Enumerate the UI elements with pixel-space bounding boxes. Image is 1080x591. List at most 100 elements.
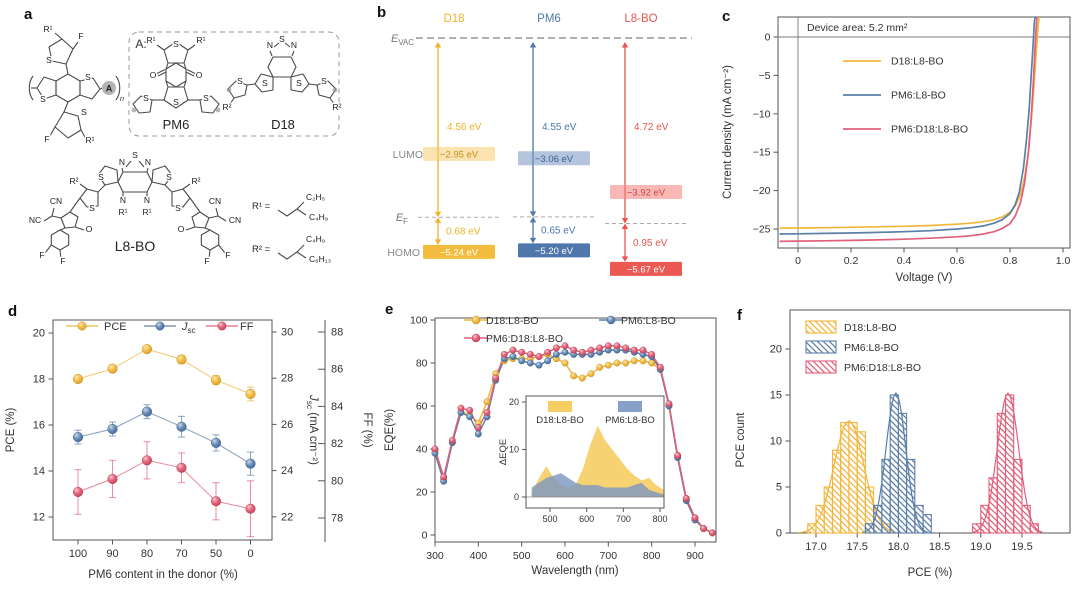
data-point-marker [630,346,638,354]
bond [59,227,66,231]
y-axis-title: Current density (mA cm⁻²) [722,65,734,199]
bond [217,215,227,222]
data-point-marker [578,374,586,382]
bond [277,251,298,260]
atom-label-S: S [173,39,179,49]
y-tick-label: 20 [770,344,782,356]
bond [183,62,187,70]
jsc-tick-label: 26 [281,419,293,431]
pce-tick-label: 14 [33,466,45,478]
y-tick-label: 0 [765,32,771,44]
bond [97,184,106,193]
ring [191,211,210,229]
atom-label-N: N [291,40,297,50]
atom-label-S: S [89,203,95,213]
data-point-marker [622,359,630,367]
data-point-marker [639,357,647,365]
legend-marker [155,321,165,331]
bond [165,62,169,70]
histogram-bar-blue [889,394,899,534]
data-point-marker [509,353,517,361]
data-point-marker [596,344,604,352]
atom-label-S: S [321,76,327,86]
x-tick-label: 100 [69,548,87,560]
bond [80,129,87,140]
ring [60,211,79,229]
data-point-marker [691,514,699,522]
inset-x-tick-label: 800 [652,514,667,524]
x-tick-label: 18.0 [888,541,909,553]
panel-label-e: e [385,301,394,318]
bond [284,42,291,48]
data-point-marker [570,346,578,354]
y-tick-label: −25 [753,224,771,236]
data-point-marker [544,348,552,356]
bond [308,83,318,86]
atom-label-N: N [267,40,273,50]
ring [163,86,189,109]
histogram-bar-red [996,412,1007,534]
atom-label-N: N [144,195,150,205]
data-point-marker [210,375,222,386]
bond [51,215,62,219]
data-point-marker [176,354,187,365]
workfunction-value: 4.72 eV [634,122,669,133]
atom-label-CN: CN [229,215,241,225]
inset-legend-swatch-yellow [548,401,572,412]
ring [151,165,173,186]
lumo-box [423,146,495,161]
histogram-bar-red [988,477,998,534]
x-axis-title: Voltage (V) [896,272,953,284]
y-tick-label: −10 [753,108,771,120]
atom-label-R2: R² [70,176,79,186]
data-point-marker [431,445,439,453]
ring [48,38,74,65]
x-tick-label: 0.2 [844,255,859,267]
legend-swatch-yellow [805,320,837,334]
data-point-marker [526,350,534,358]
data-point-marker [210,437,222,448]
jsc-axis-title: Jsc (mA cm⁻²) [305,394,319,465]
y-tick-label: 0 [422,530,428,542]
data-point-marker [648,350,656,358]
atom-label-S: S [173,97,179,107]
homo-label: HOMO [387,247,420,259]
plot-box [52,319,273,541]
atom-label-S: S [279,34,285,44]
legend-label: PM6:D18:L8-BO [844,362,921,374]
y-tick-label: 100 [410,315,428,327]
inset-x-tick-label: 600 [579,514,594,524]
homo-box [423,244,495,259]
bond [215,207,219,217]
series-line [77,348,251,395]
ring [117,171,153,193]
bond [74,226,85,231]
legend-label: PCE [104,321,127,333]
data-point-marker [561,342,569,350]
legend-label: PM6:D18:L8-BO [486,333,563,345]
bond [185,226,196,231]
data-point-marker [474,430,482,438]
ring [132,95,153,114]
data-point-marker [700,525,708,533]
data-point-marker [245,458,256,469]
data-point-marker [630,357,638,365]
atom-label-R1: R¹ [143,207,152,217]
lumo-box [518,151,590,166]
atom-label-R2: R² [333,102,342,112]
ring [254,73,274,93]
inset-box [525,395,665,509]
legend-swatch-blue [805,340,837,354]
x-tick-label: 900 [686,550,704,562]
atom-label-S: S [143,93,149,103]
panel-d-parameters-chart: 12 14 16 18 20 22 24 26 28 30 78 80 82 84 86 88 100 90 80 7… [5,319,373,581]
bond [273,42,280,48]
atom-label-S: S [175,203,181,213]
atom-label-F: F [225,250,230,260]
x-tick-label: 19.5 [1011,541,1032,553]
acceptor-unit-box-label: A: [135,37,146,51]
bond [51,207,55,217]
bond [156,69,166,74]
ring [79,77,101,100]
